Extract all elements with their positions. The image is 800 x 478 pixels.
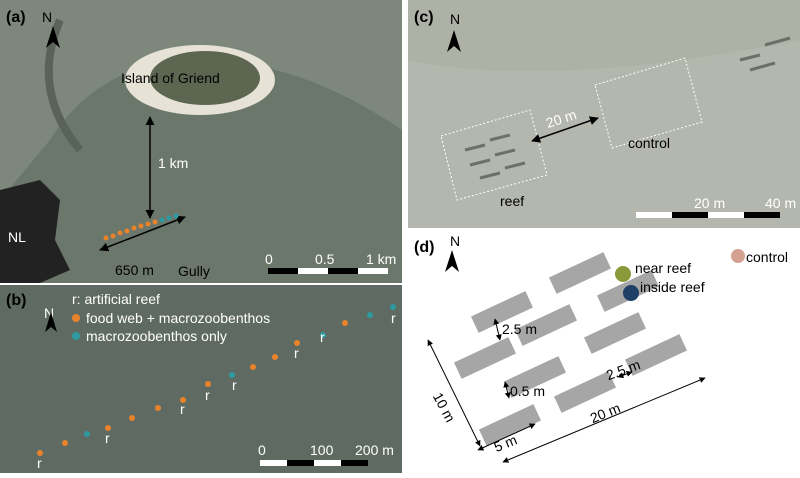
scale-label: 0 xyxy=(258,442,266,458)
country-label: NL xyxy=(8,229,26,245)
distance-label: 1 km xyxy=(158,155,188,171)
north: N xyxy=(450,11,460,27)
figure: (a) N Island of Griend 1 km NL 650 m Gul… xyxy=(0,0,800,473)
panel-label: (c) xyxy=(414,9,434,26)
scale-label: 1 km xyxy=(366,251,396,267)
scale-label: 40 m xyxy=(765,195,796,211)
dimension-label: 0.5 m xyxy=(510,383,545,399)
island-label: Island of Griend xyxy=(121,70,220,86)
reef-mark: r xyxy=(37,455,42,471)
reef-mark: r xyxy=(205,387,210,403)
reef-mark: r xyxy=(294,345,299,361)
legend-text: r: artificial reef xyxy=(72,291,160,307)
reef-mark: r xyxy=(105,430,110,446)
legend-text: control xyxy=(746,249,788,265)
panel-label: (d) xyxy=(414,239,434,256)
panel-b: (b) N r: artificial reef food web + macr… xyxy=(0,285,402,473)
legend-text: inside reef xyxy=(640,279,705,295)
scale-label: 100 xyxy=(310,442,334,458)
panel-c: (c) N 20 m control reef 20 m 40 m xyxy=(408,0,800,228)
reef-mark: r xyxy=(232,377,237,393)
panel-d: (d) N near reef inside reef control 2.5 … xyxy=(414,233,788,462)
north: N xyxy=(42,9,52,25)
legend-text: near reef xyxy=(635,260,691,276)
reef-mark: r xyxy=(180,401,185,417)
dimension-label: 2.5 m xyxy=(604,356,642,383)
dimension-label: 2.5 m xyxy=(502,321,537,337)
reef-label: reef xyxy=(500,193,524,209)
scale-label: 20 m xyxy=(694,195,725,211)
legend-text: food web + macrozoobenthos xyxy=(86,310,270,326)
dimension-label: 10 m xyxy=(430,390,459,425)
control-label: control xyxy=(628,135,670,151)
reef-mark: r xyxy=(391,310,396,326)
panel-label: (a) xyxy=(6,9,26,26)
panel-label: (b) xyxy=(6,292,26,309)
legend-text: macrozoobenthos only xyxy=(86,328,227,344)
gully-label: Gully xyxy=(178,263,210,279)
scale-label: 200 m xyxy=(355,442,394,458)
panel-a: (a) N Island of Griend 1 km NL 650 m Gul… xyxy=(0,0,402,283)
north: N xyxy=(450,233,460,249)
reef-mark: r xyxy=(320,329,325,345)
dimension-label: 20 m xyxy=(588,400,623,426)
scale-label: 0.5 xyxy=(315,251,335,267)
transect-label: 650 m xyxy=(115,262,154,278)
scale-label: 0 xyxy=(265,251,273,267)
